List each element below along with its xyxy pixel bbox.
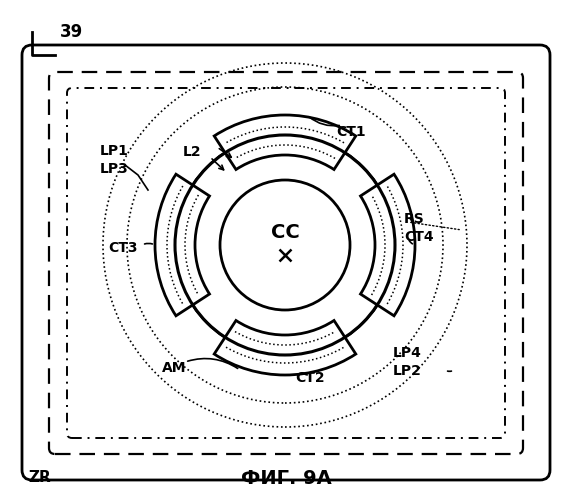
Wedge shape xyxy=(176,136,281,242)
Text: AM: AM xyxy=(162,361,186,375)
Wedge shape xyxy=(288,136,394,242)
Text: LP1
LP3: LP1 LP3 xyxy=(100,144,129,176)
Text: ZR: ZR xyxy=(28,470,51,486)
Wedge shape xyxy=(360,174,415,316)
Wedge shape xyxy=(155,174,210,316)
Text: L2: L2 xyxy=(183,145,202,159)
Text: CT2: CT2 xyxy=(295,371,325,385)
FancyBboxPatch shape xyxy=(22,45,550,480)
Text: ФИГ. 9А: ФИГ. 9А xyxy=(241,469,332,488)
Text: RS
CT4: RS CT4 xyxy=(404,212,434,244)
Circle shape xyxy=(220,180,350,310)
Wedge shape xyxy=(214,115,356,170)
Wedge shape xyxy=(288,248,394,354)
Text: CT3: CT3 xyxy=(108,241,138,255)
Text: LP4
LP2: LP4 LP2 xyxy=(393,346,422,378)
Wedge shape xyxy=(176,248,281,354)
Text: 39: 39 xyxy=(60,23,83,41)
Text: CT1: CT1 xyxy=(336,125,366,139)
Wedge shape xyxy=(214,320,356,375)
Text: CC: CC xyxy=(270,224,299,242)
